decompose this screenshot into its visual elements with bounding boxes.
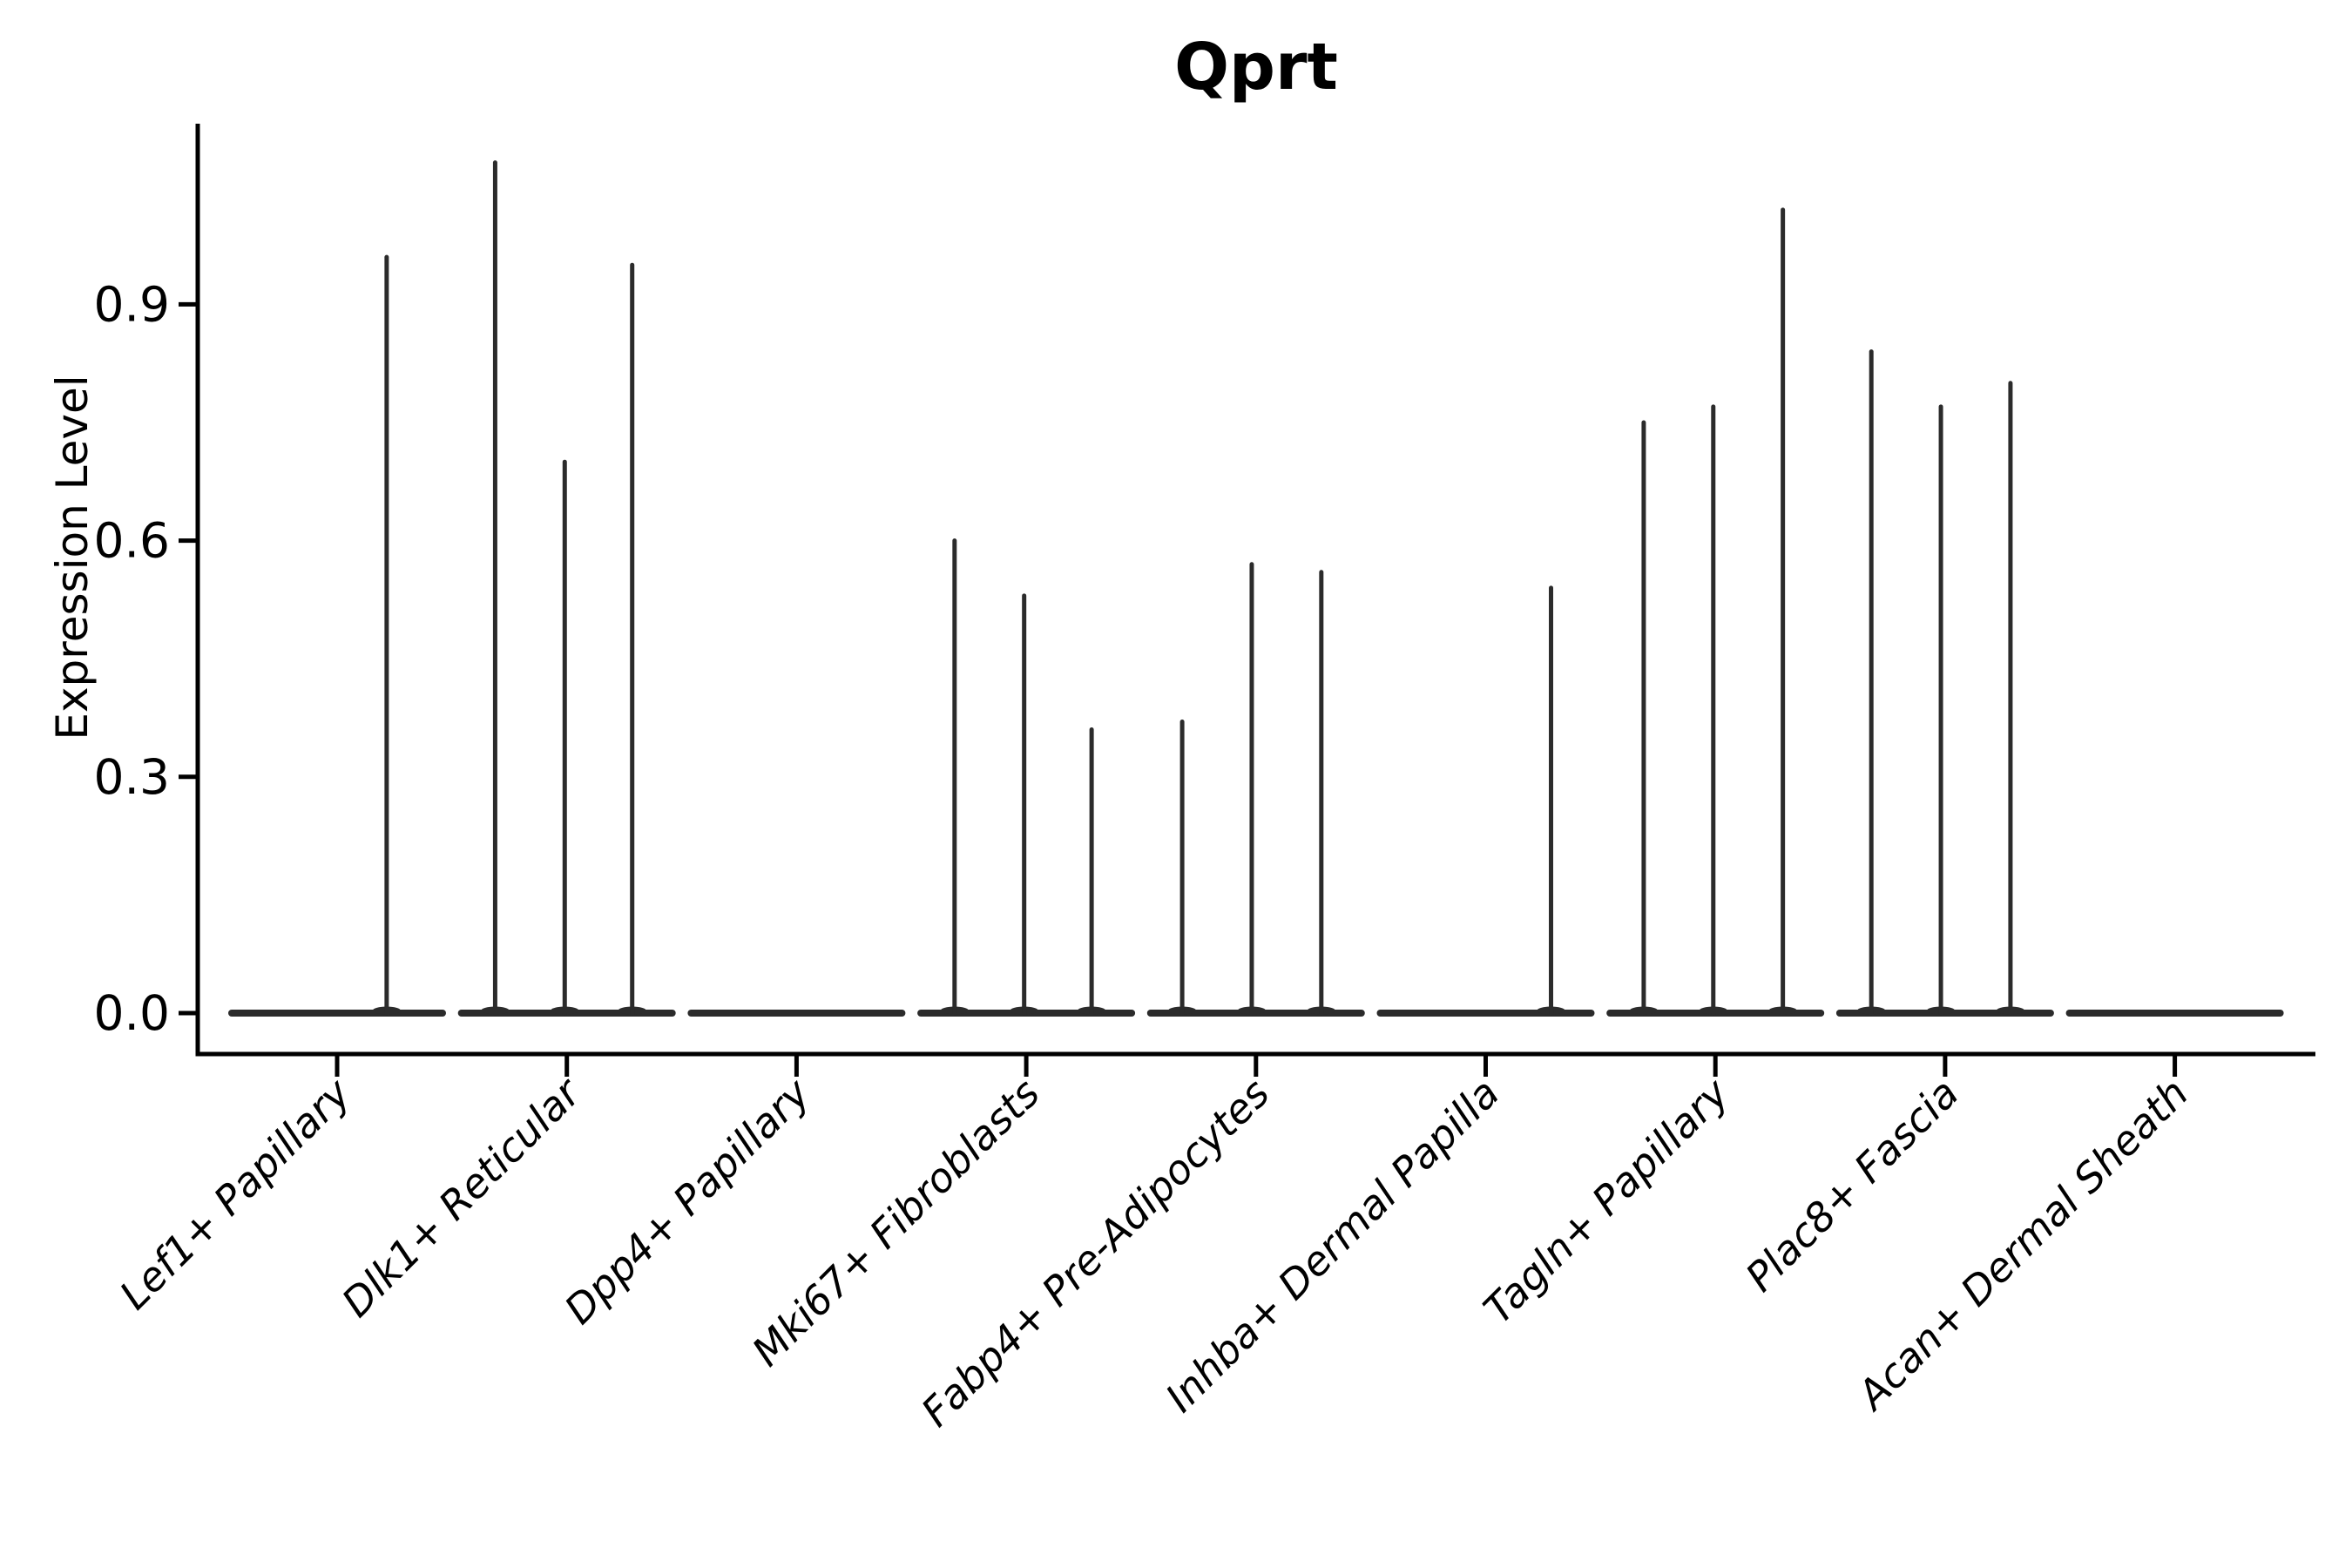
y-axis-label: Expression Level [47, 375, 98, 740]
x-tick-label: Plac8+ Fascia [1736, 1070, 1967, 1301]
x-tick-label: Dpp4+ Papillary [556, 1069, 820, 1333]
x-tick-label: Tagln+ Papillary [1475, 1069, 1739, 1333]
x-tick-label: Lef1+ Papillary [111, 1069, 360, 1318]
y-tick-label: 0.9 [94, 276, 170, 332]
chart-title: Qprt [1174, 30, 1338, 105]
axis-spines [195, 124, 2315, 1057]
y-tick-label: 0.3 [94, 749, 170, 805]
y-tick-label: 0.0 [94, 985, 170, 1041]
violin-series-layer [228, 160, 2284, 1017]
y-tick-label: 0.6 [94, 513, 170, 569]
x-tick-label: Dlk1+ Reticular [333, 1067, 591, 1326]
